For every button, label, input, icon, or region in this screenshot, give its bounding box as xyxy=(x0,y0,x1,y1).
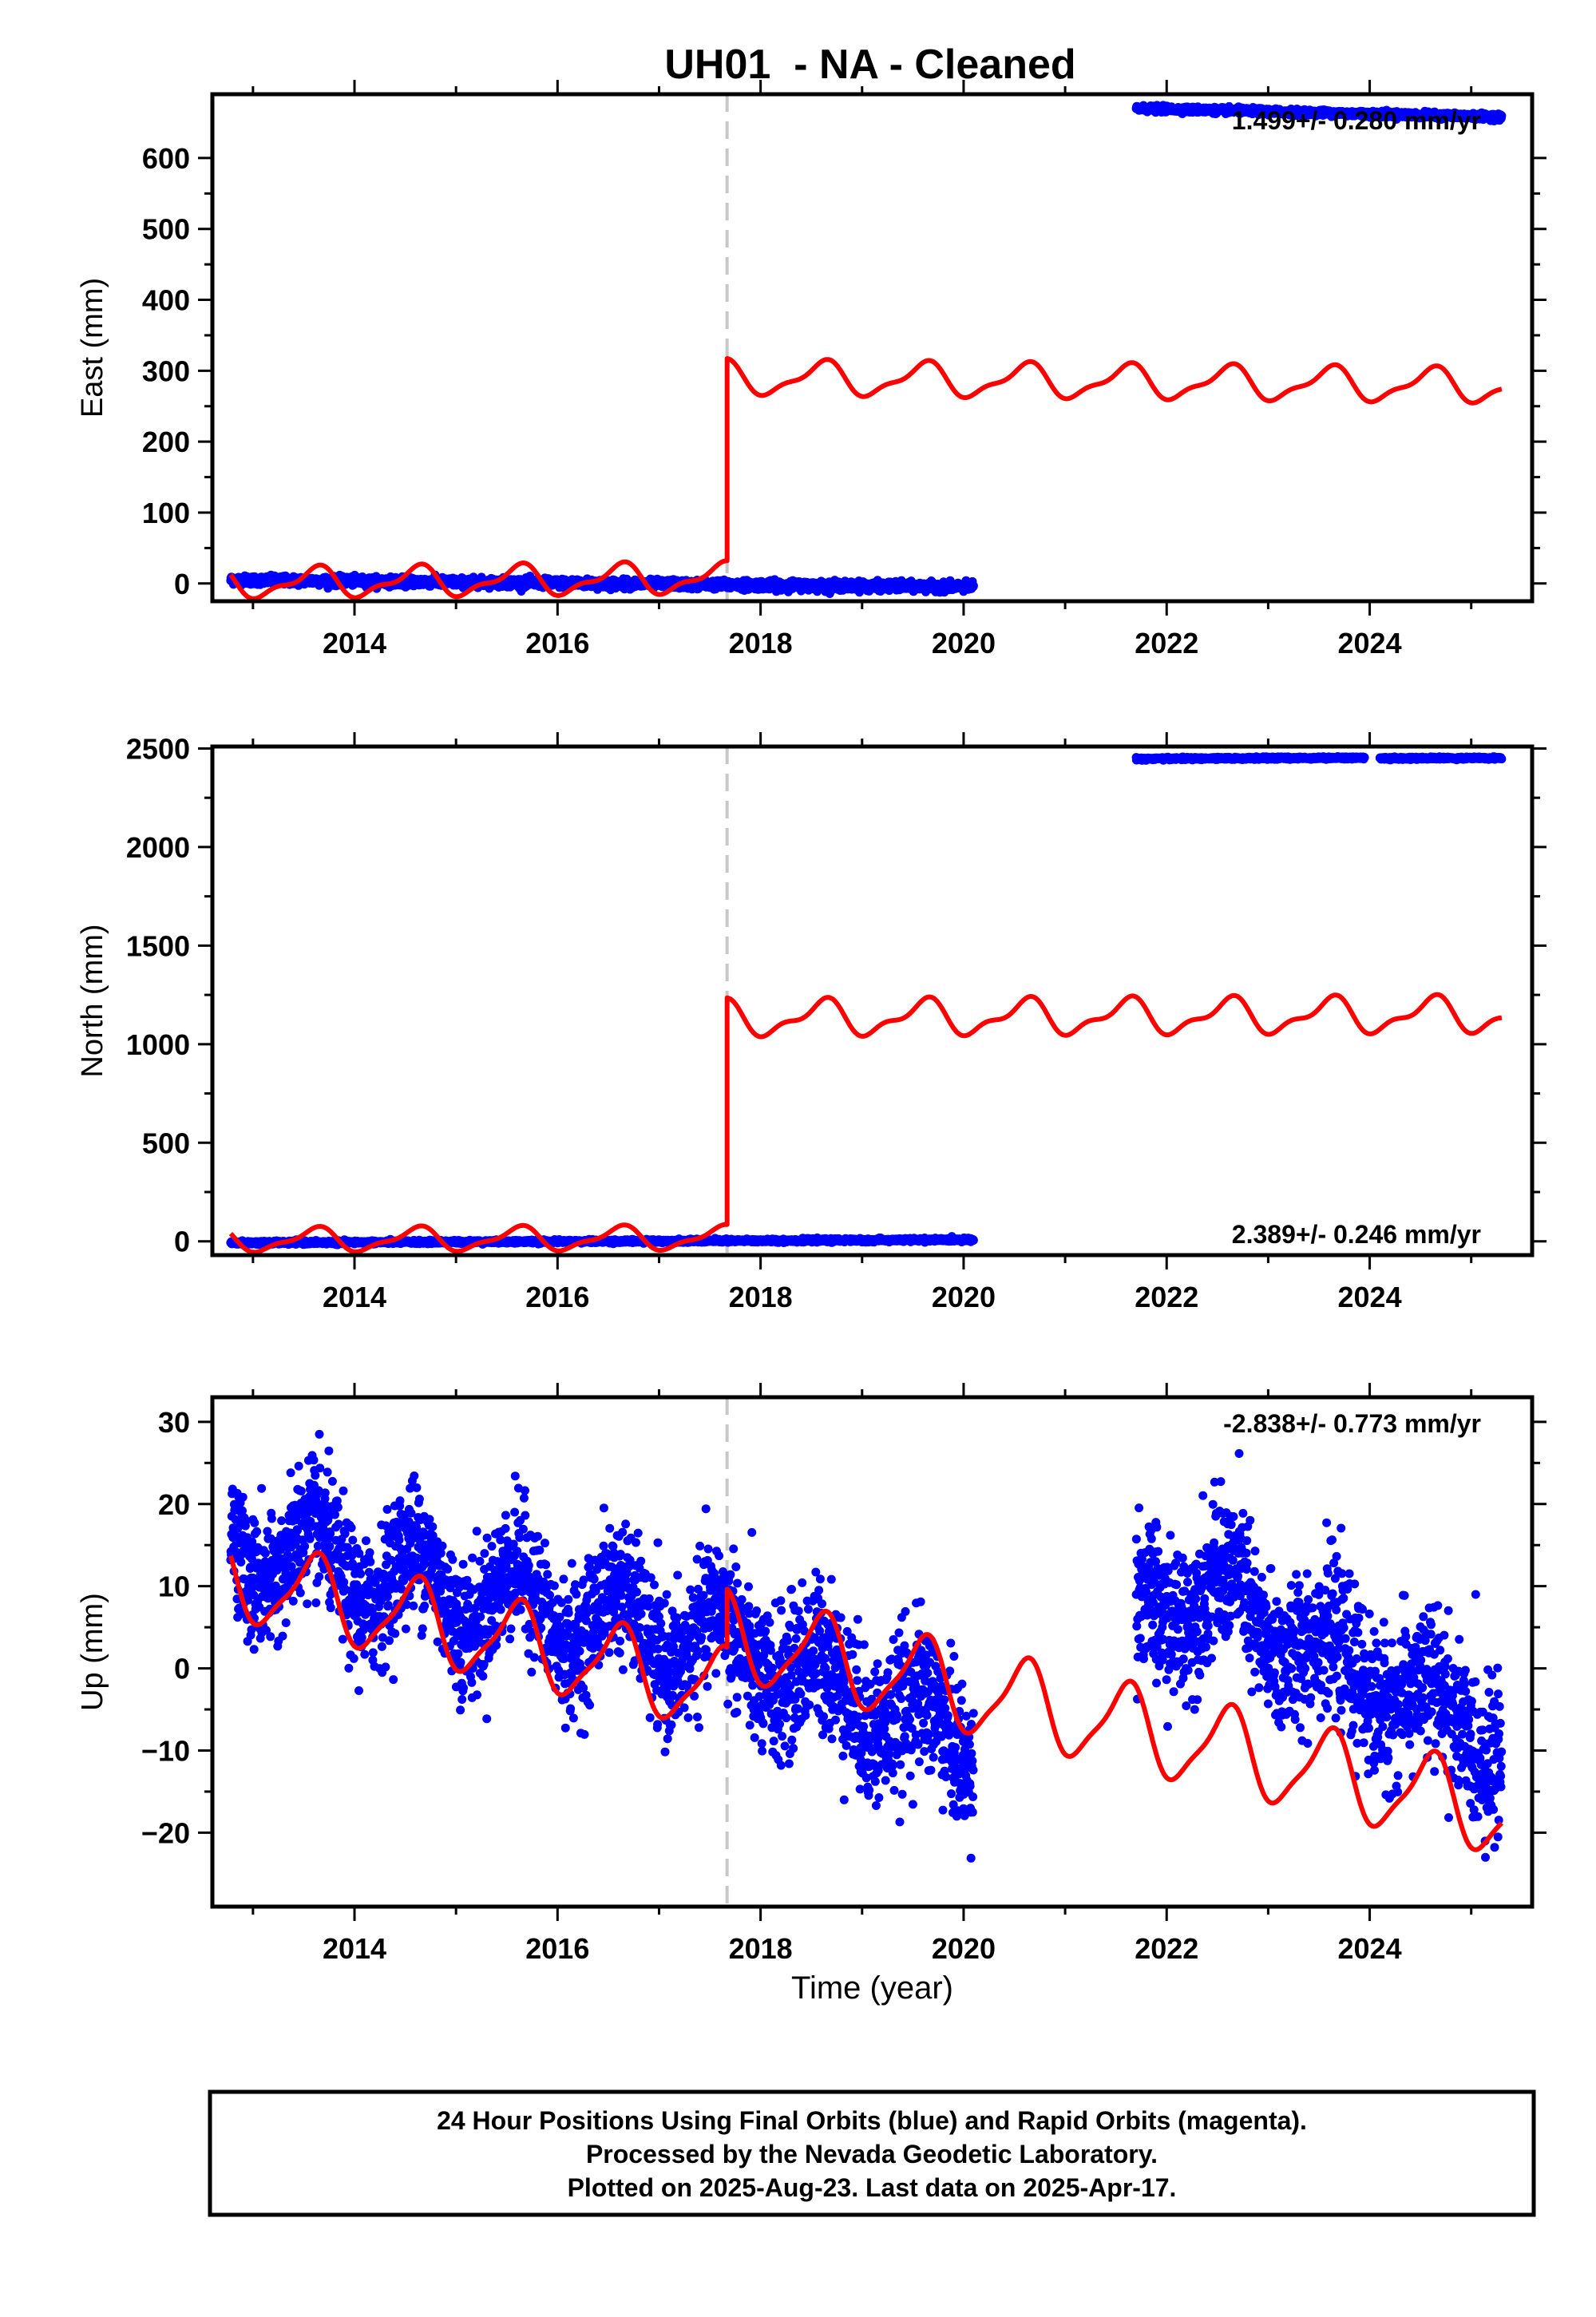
x-tick-label: 2016 xyxy=(525,627,589,659)
plot-area xyxy=(226,94,1507,601)
x-tick-label: 2018 xyxy=(729,627,793,659)
x-tick-label: 2020 xyxy=(932,627,996,659)
final-orbit-points xyxy=(226,752,1507,1250)
data-point xyxy=(968,581,978,591)
plot-frame xyxy=(210,92,1535,604)
north-panel: 2014 2016 2018 2020 2022 20240500100015002000… xyxy=(76,732,1546,1313)
final-orbit-points xyxy=(226,101,1507,598)
y-tick-label: 100 xyxy=(142,497,190,529)
plot-area xyxy=(226,747,1507,1255)
y-axis-label: East (mm) xyxy=(76,278,109,418)
y-tick-label: 400 xyxy=(142,284,190,317)
model-fit-line xyxy=(228,356,1503,601)
x-tick-label: 2014 xyxy=(323,627,386,659)
y-tick-label: 500 xyxy=(142,213,190,246)
figure-title: UH01 - NA - Cleaned xyxy=(664,42,1075,88)
y-tick-label: 0 xyxy=(174,568,190,600)
y-tick-label: 200 xyxy=(142,426,190,458)
x-tick-label: 2024 xyxy=(1338,627,1402,659)
east-panel: 2014 2016 2018 2020 2022 2024 0 100 200 300 400 500… xyxy=(76,80,1546,659)
y-tick-label: 600 xyxy=(142,142,190,175)
data-point xyxy=(1497,111,1507,121)
x-tick-label: 2022 xyxy=(1135,627,1198,659)
y-tick-label: 300 xyxy=(142,354,190,387)
velocity-label: 1.499+/- 0.280 mm/yr xyxy=(1232,106,1481,135)
